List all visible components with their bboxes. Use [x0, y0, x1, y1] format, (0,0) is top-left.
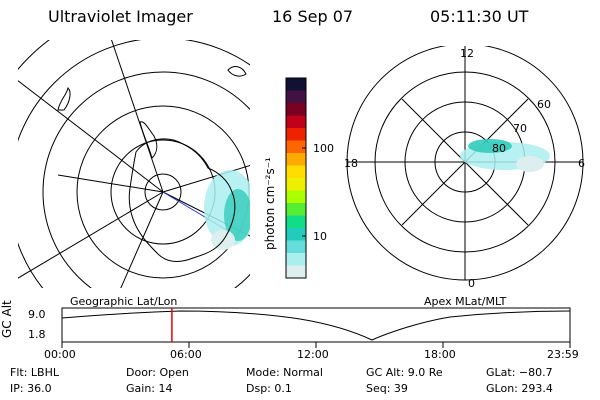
colorbar-stripe [286, 265, 306, 279]
glat-info: GLat: −80.7 [486, 366, 553, 379]
meridian-line [120, 191, 164, 288]
lat-label-70: 70 [513, 122, 527, 135]
dsp-info: Dsp: 0.1 [246, 382, 292, 395]
seq-info: Seq: 39 [366, 382, 408, 395]
colorbar-stripe [286, 115, 306, 129]
meridian-line [162, 164, 250, 193]
altitude-ylabel: GC Alt [0, 300, 14, 338]
colorbar-stripe [286, 240, 306, 254]
left-map-caption: Geographic Lat/Lon [70, 295, 178, 308]
aurora-image [460, 139, 550, 172]
colorbar-stripe [286, 203, 306, 216]
colorbar-stripe [286, 78, 306, 91]
colorbar-stripe [286, 153, 306, 166]
altitude-curve [61, 310, 571, 341]
right-map-caption: Apex MLat/MLT [424, 295, 507, 308]
time-tick: 12:00 [297, 348, 329, 361]
lat-ring [18, 40, 250, 288]
filter-info: Flt: LBHL [10, 366, 59, 379]
ip-info: IP: 36.0 [10, 382, 52, 395]
time-tick: 00:00 [44, 348, 76, 361]
colorbar-stripe [286, 178, 306, 191]
mlt-label-12: 12 [460, 47, 474, 60]
lat-ring [42, 71, 250, 288]
time-label: 05:11:30 UT [430, 7, 529, 26]
lat-ring [144, 173, 182, 211]
glon-info: GLon: 293.4 [486, 382, 553, 395]
mode-info: Mode: Normal [246, 366, 323, 379]
door-info: Door: Open [126, 366, 189, 379]
lat-label-80: 80 [492, 142, 506, 155]
lat-label-60: 60 [537, 98, 551, 111]
meridian-line [18, 191, 164, 279]
colorbar-tick-10: 10 [313, 230, 327, 243]
mlt-label-6: 6 [578, 157, 585, 170]
island-coastline [57, 87, 71, 111]
altitude-timeline [61, 307, 571, 348]
lat-ring [18, 40, 50, 71]
colorbar-stripe [286, 140, 306, 154]
colorbar-tick-100: 100 [313, 142, 334, 155]
colorbar-stripe [286, 90, 306, 104]
gain-info: Gain: 14 [126, 382, 173, 395]
time-tick: 23:59 [547, 348, 579, 361]
meridian-line [18, 80, 164, 193]
meridian-line [57, 174, 164, 193]
time-tick: 06:00 [170, 348, 202, 361]
instrument-title: Ultraviolet Imager [48, 7, 193, 26]
altitude-ytick-9: 9.0 [28, 308, 46, 321]
meridian-line [111, 40, 164, 193]
colorbar-stripe [286, 190, 306, 204]
colorbar-stripe [286, 128, 306, 141]
antarctica-coastline [128, 138, 236, 262]
colorbar-stripe [286, 165, 306, 179]
altitude-ytick-1.8: 1.8 [28, 328, 46, 341]
date-label: 16 Sep 07 [272, 7, 354, 26]
colorbar-stripe [286, 103, 306, 116]
time-tick: 18:00 [424, 348, 456, 361]
colorbar-unit-label: photon cm⁻²s⁻¹ [263, 157, 277, 250]
gc-alt-info: GC Alt: 9.0 Re [366, 366, 443, 379]
magnetic-polar-plot [346, 46, 584, 281]
colorbar-stripe [286, 228, 306, 241]
mlt-label-18: 18 [344, 157, 358, 170]
mlt-label-0: 0 [468, 277, 475, 290]
geographic-map [18, 40, 250, 288]
aurora-image [204, 170, 250, 250]
color-bar [285, 77, 307, 279]
island-coastline [227, 66, 247, 77]
peninsula-coastline [139, 121, 158, 159]
colorbar-stripe [286, 215, 306, 229]
colorbar-stripe [286, 253, 306, 266]
